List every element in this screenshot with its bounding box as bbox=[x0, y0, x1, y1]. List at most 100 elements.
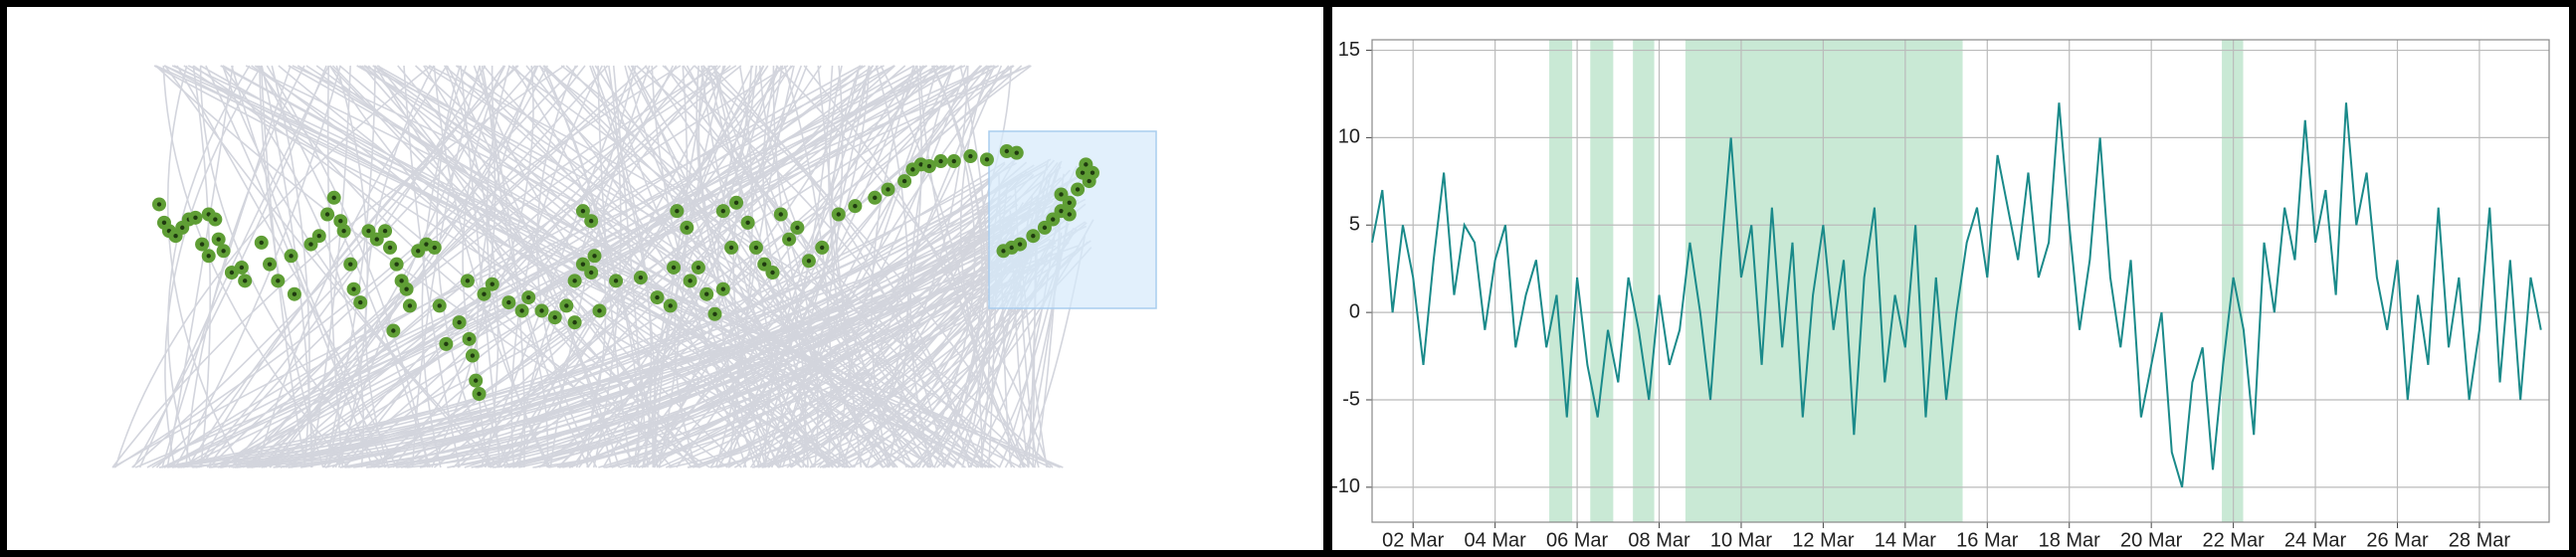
y-tick-label: -5 bbox=[1342, 388, 1360, 410]
point-center bbox=[712, 311, 717, 316]
x-tick-label: 20 Mar bbox=[2120, 529, 2183, 551]
series-line bbox=[1371, 102, 2542, 488]
link-line bbox=[423, 65, 699, 468]
x-tick-label: 14 Mar bbox=[1875, 529, 1937, 551]
x-tick-label: 18 Mar bbox=[2039, 529, 2101, 551]
point-center bbox=[391, 328, 396, 333]
point-center bbox=[424, 242, 429, 247]
point-center bbox=[655, 294, 660, 300]
point-center bbox=[597, 308, 602, 313]
point-center bbox=[753, 245, 759, 251]
y-tick-label: -10 bbox=[1331, 475, 1360, 497]
link-line bbox=[448, 216, 1033, 468]
point-center bbox=[444, 341, 449, 347]
x-tick-label: 16 Mar bbox=[1956, 529, 2019, 551]
point-center bbox=[338, 218, 343, 224]
link-line bbox=[158, 163, 1048, 468]
point-center bbox=[795, 225, 800, 231]
link-line bbox=[326, 65, 579, 468]
point-center bbox=[853, 203, 858, 209]
point-center bbox=[728, 245, 734, 251]
link-line bbox=[321, 65, 742, 468]
point-center bbox=[1009, 245, 1014, 251]
link-line bbox=[686, 65, 1016, 468]
y-tick-label: 0 bbox=[1349, 300, 1360, 322]
point-center bbox=[695, 265, 701, 271]
point-center bbox=[1080, 170, 1086, 175]
x-tick-label: 06 Mar bbox=[1546, 529, 1609, 551]
point-center bbox=[588, 218, 594, 224]
point-center bbox=[161, 220, 167, 226]
point-center bbox=[470, 353, 476, 358]
link-line bbox=[494, 238, 1051, 468]
link-line bbox=[783, 65, 832, 468]
x-tick-label: 26 Mar bbox=[2366, 529, 2429, 551]
link-line bbox=[476, 65, 537, 468]
point-center bbox=[720, 208, 725, 214]
link-line bbox=[578, 65, 808, 468]
point-center bbox=[671, 265, 677, 271]
point-center bbox=[638, 275, 644, 280]
point-center bbox=[351, 286, 356, 291]
link-line bbox=[443, 65, 831, 468]
y-tick-label: 10 bbox=[1338, 126, 1360, 148]
link-line bbox=[278, 65, 839, 468]
x-tick-label: 22 Mar bbox=[2202, 529, 2265, 551]
link-line bbox=[512, 242, 1057, 468]
point-center bbox=[357, 299, 363, 305]
point-center bbox=[572, 319, 577, 325]
point-center bbox=[404, 286, 409, 291]
link-line bbox=[288, 168, 1091, 468]
link-line bbox=[701, 65, 970, 468]
link-line bbox=[624, 65, 855, 468]
point-center bbox=[526, 294, 531, 300]
point-center bbox=[457, 319, 462, 325]
point-center bbox=[675, 208, 680, 214]
link-line bbox=[638, 214, 1042, 468]
point-center bbox=[308, 242, 313, 247]
link-line bbox=[424, 65, 930, 468]
link-line bbox=[162, 65, 349, 468]
point-center bbox=[745, 220, 750, 226]
point-center bbox=[394, 262, 399, 267]
point-center bbox=[331, 195, 336, 200]
link-line bbox=[217, 65, 895, 468]
point-center bbox=[506, 299, 511, 305]
point-center bbox=[704, 291, 709, 296]
point-center bbox=[552, 314, 557, 320]
link-line bbox=[254, 65, 701, 468]
point-center bbox=[289, 254, 294, 259]
link-line bbox=[163, 65, 1022, 468]
point-center bbox=[1090, 170, 1095, 175]
point-center bbox=[1031, 234, 1036, 239]
point-center bbox=[806, 259, 812, 264]
point-center bbox=[1014, 150, 1019, 155]
point-center bbox=[242, 278, 248, 283]
x-tick-label: 28 Mar bbox=[2449, 529, 2511, 551]
point-center bbox=[580, 262, 586, 267]
link-line bbox=[871, 65, 917, 468]
point-center bbox=[437, 303, 442, 308]
shaded-span bbox=[1590, 40, 1614, 522]
point-center bbox=[348, 262, 353, 267]
link-line bbox=[562, 235, 1032, 468]
link-line bbox=[231, 65, 387, 468]
point-center bbox=[324, 212, 330, 217]
point-center bbox=[1001, 249, 1006, 254]
link-line bbox=[586, 65, 753, 468]
point-center bbox=[193, 215, 198, 221]
point-center bbox=[938, 158, 943, 164]
point-center bbox=[229, 270, 235, 276]
link-line bbox=[373, 65, 895, 468]
point-center bbox=[387, 245, 393, 251]
point-center bbox=[820, 245, 825, 251]
link-line bbox=[471, 161, 1028, 468]
point-center bbox=[267, 262, 273, 267]
link-line bbox=[234, 200, 1006, 468]
y-tick-label: 5 bbox=[1349, 214, 1360, 236]
point-center bbox=[482, 291, 487, 296]
link-line bbox=[186, 65, 518, 468]
point-center bbox=[762, 262, 767, 267]
link-line bbox=[716, 65, 765, 468]
link-line bbox=[822, 225, 1006, 468]
